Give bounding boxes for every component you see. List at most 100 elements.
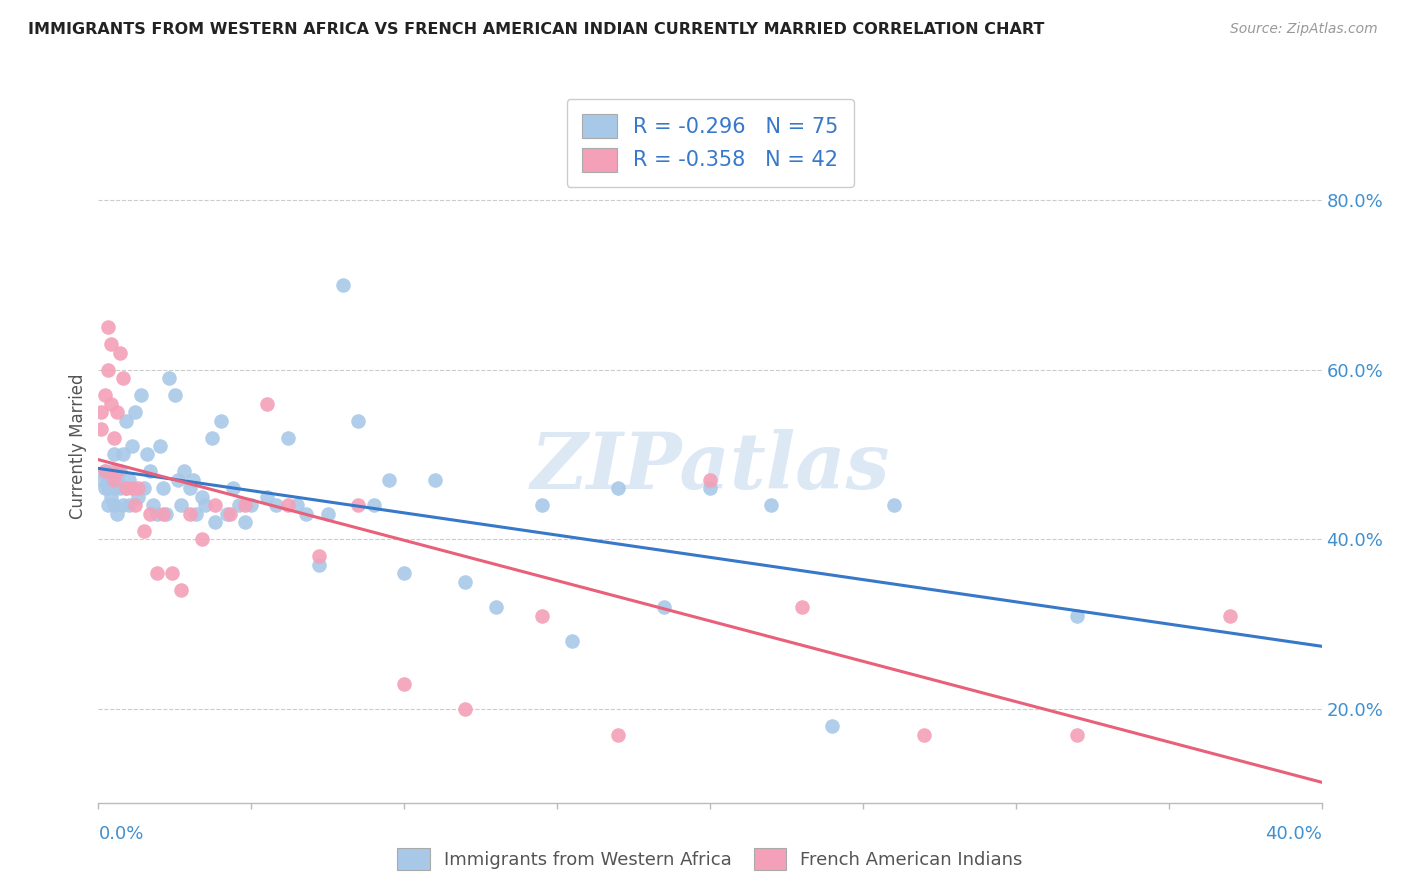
- Point: [179, 507, 201, 521]
- Point: [115, 413, 138, 427]
- Point: [170, 583, 193, 598]
- Point: [103, 448, 125, 462]
- Point: [100, 396, 122, 410]
- Point: [115, 482, 138, 496]
- Point: [285, 499, 308, 513]
- Point: [179, 482, 201, 496]
- Point: [93, 465, 115, 479]
- Point: [186, 507, 208, 521]
- Point: [181, 473, 204, 487]
- Point: [561, 634, 583, 648]
- Point: [204, 499, 226, 513]
- Text: Source: ZipAtlas.com: Source: ZipAtlas.com: [1230, 22, 1378, 37]
- Point: [111, 499, 134, 513]
- Point: [392, 677, 416, 691]
- Point: [167, 473, 190, 487]
- Point: [111, 371, 134, 385]
- Point: [103, 430, 125, 444]
- Point: [160, 566, 183, 581]
- Point: [170, 499, 193, 513]
- Point: [90, 473, 112, 487]
- Point: [108, 345, 131, 359]
- Point: [105, 473, 128, 487]
- Text: IMMIGRANTS FROM WESTERN AFRICA VS FRENCH AMERICAN INDIAN CURRENTLY MARRIED CORRE: IMMIGRANTS FROM WESTERN AFRICA VS FRENCH…: [28, 22, 1045, 37]
- Point: [152, 482, 174, 496]
- Point: [90, 405, 112, 419]
- Point: [332, 277, 354, 292]
- Point: [228, 499, 250, 513]
- Point: [118, 473, 141, 487]
- Point: [1066, 608, 1088, 623]
- Point: [1066, 728, 1088, 742]
- Point: [256, 396, 278, 410]
- Point: [145, 566, 167, 581]
- Point: [215, 507, 238, 521]
- Point: [157, 371, 180, 385]
- Point: [347, 499, 370, 513]
- Point: [194, 499, 217, 513]
- Point: [308, 549, 330, 564]
- Point: [652, 600, 675, 615]
- Text: 0.0%: 0.0%: [98, 825, 143, 843]
- Point: [378, 473, 401, 487]
- Point: [105, 465, 128, 479]
- Point: [200, 430, 222, 444]
- Point: [209, 413, 232, 427]
- Point: [759, 499, 782, 513]
- Point: [103, 482, 125, 496]
- Point: [264, 499, 287, 513]
- Point: [277, 430, 299, 444]
- Legend: Immigrants from Western Africa, French American Indians: Immigrants from Western Africa, French A…: [388, 839, 1032, 880]
- Point: [233, 516, 256, 530]
- Point: [121, 482, 143, 496]
- Point: [124, 405, 146, 419]
- Text: ZIPatlas: ZIPatlas: [530, 429, 890, 506]
- Point: [152, 507, 174, 521]
- Text: 40.0%: 40.0%: [1265, 825, 1322, 843]
- Point: [316, 507, 339, 521]
- Point: [256, 490, 278, 504]
- Point: [347, 413, 370, 427]
- Point: [124, 499, 146, 513]
- Point: [100, 490, 122, 504]
- Point: [100, 465, 122, 479]
- Point: [530, 499, 553, 513]
- Point: [97, 473, 120, 487]
- Point: [121, 439, 143, 453]
- Point: [155, 507, 177, 521]
- Point: [883, 499, 905, 513]
- Point: [93, 482, 115, 496]
- Point: [295, 507, 318, 521]
- Point: [308, 558, 330, 572]
- Point: [607, 728, 630, 742]
- Point: [127, 482, 149, 496]
- Point: [191, 490, 214, 504]
- Point: [219, 507, 242, 521]
- Point: [240, 499, 263, 513]
- Point: [392, 566, 416, 581]
- Point: [103, 473, 125, 487]
- Point: [129, 388, 152, 402]
- Point: [790, 600, 813, 615]
- Point: [363, 499, 385, 513]
- Point: [90, 422, 112, 436]
- Point: [191, 533, 214, 547]
- Point: [454, 702, 477, 716]
- Point: [136, 448, 159, 462]
- Point: [1219, 608, 1241, 623]
- Point: [821, 719, 844, 733]
- Point: [134, 482, 156, 496]
- Point: [97, 362, 120, 376]
- Point: [105, 507, 128, 521]
- Point: [204, 516, 226, 530]
- Point: [607, 482, 630, 496]
- Point: [97, 482, 120, 496]
- Point: [103, 499, 125, 513]
- Point: [142, 499, 165, 513]
- Point: [163, 388, 186, 402]
- Point: [277, 499, 299, 513]
- Point: [149, 439, 172, 453]
- Point: [454, 574, 477, 589]
- Point: [699, 473, 721, 487]
- Point: [97, 320, 120, 334]
